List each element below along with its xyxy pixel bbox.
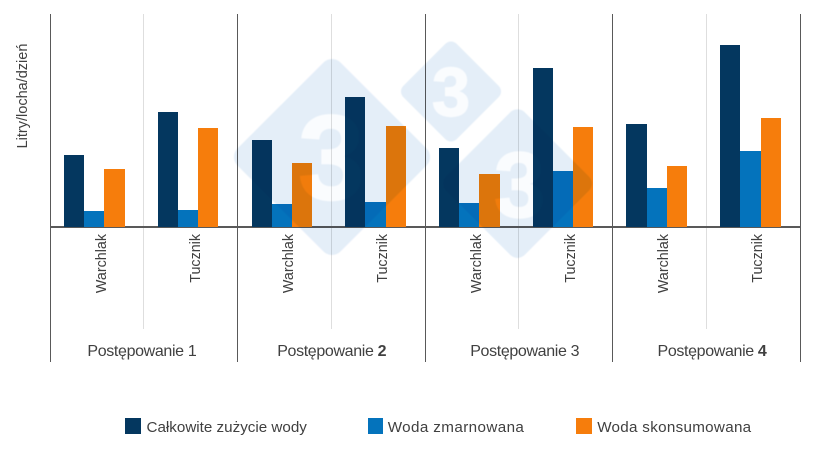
svg-text:3: 3 <box>494 133 546 237</box>
svg-text:3: 3 <box>298 89 365 225</box>
svg-text:3: 3 <box>432 54 470 131</box>
